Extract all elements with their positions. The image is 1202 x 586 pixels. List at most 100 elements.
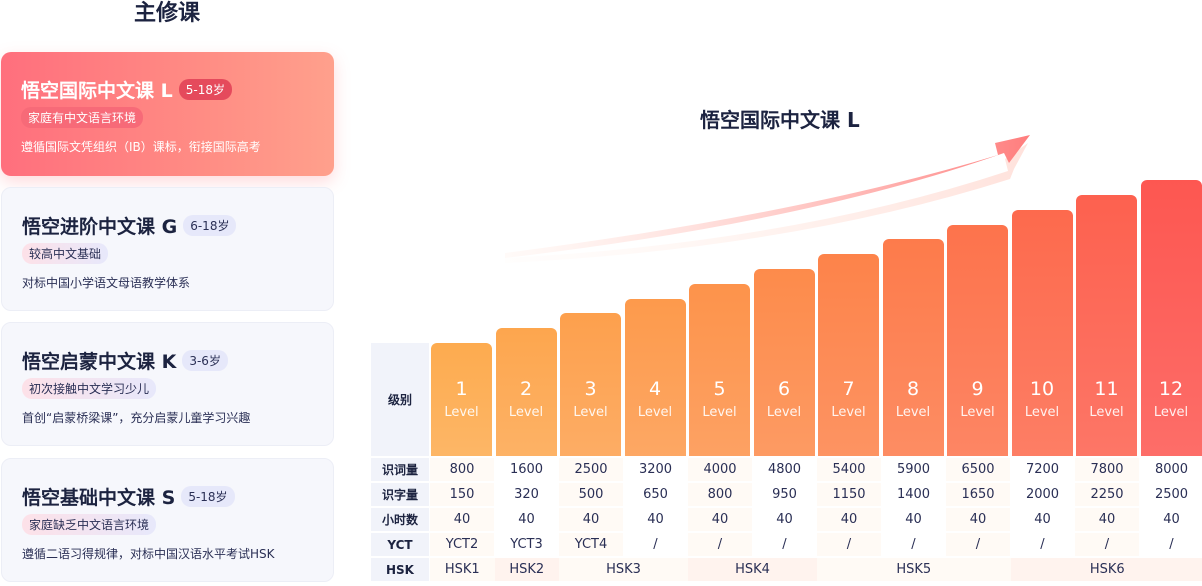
table-cell-hours: 40 xyxy=(559,508,623,531)
level-number: 3 xyxy=(584,377,597,400)
table-cell-hsk: HSK4 xyxy=(688,558,817,581)
row-header-hours: 小时数 xyxy=(371,508,429,531)
level-word: Level xyxy=(895,404,931,420)
table-cell-vocab: 800 xyxy=(430,458,494,481)
growth-arrow-icon xyxy=(505,135,1030,263)
table-cell-yct: / xyxy=(881,533,946,556)
level-number: 10 xyxy=(1029,377,1055,400)
course-card-l[interactable]: 悟空国际中文课 L 5-18岁 家庭有中文语言环境 遵循国际文凭组织（IB）课标… xyxy=(1,52,334,176)
level-step: 7 Level xyxy=(818,254,879,456)
table-cell-vocab: 6500 xyxy=(946,458,1010,481)
table-cell-hsk: HSK6 xyxy=(1010,558,1202,581)
table-cell-hours: 40 xyxy=(946,508,1010,531)
table-cell-vocab: 1600 xyxy=(494,458,559,481)
level-number: 6 xyxy=(777,378,791,400)
table-cell-chars: 500 xyxy=(559,483,623,506)
table-cell-vocab: 8000 xyxy=(1139,458,1202,481)
level-number: 7 xyxy=(842,377,855,400)
environment-tag: 家庭有中文语言环境 xyxy=(21,107,144,128)
table-cell-yct: / xyxy=(1010,533,1075,556)
row-header-vocab: 识词量 xyxy=(371,458,429,481)
age-badge: 5-18岁 xyxy=(181,486,235,507)
course-card-s[interactable]: 悟空基础中文课 S 5-18岁 家庭缺乏中文语言环境 遵循二语习得规律，对标中国… xyxy=(1,458,334,582)
level-word: Level xyxy=(508,404,544,420)
table-cell-vocab: 4800 xyxy=(752,458,817,481)
table-cell-hsk: HSK3 xyxy=(559,558,688,581)
table-cell-hours: 40 xyxy=(430,508,494,531)
table-cell-yct: YCT3 xyxy=(494,533,559,556)
level-number: 12 xyxy=(1158,377,1184,400)
level-word: Level xyxy=(1089,405,1124,420)
level-step: 12 Level xyxy=(1140,180,1202,456)
level-word: Level xyxy=(702,404,737,420)
table-cell-hsk: HSK1 xyxy=(430,558,495,581)
table-cell-chars: 2000 xyxy=(1010,483,1075,506)
table-cell-chars: 2250 xyxy=(1075,483,1139,506)
table-cell-chars: 2500 xyxy=(1139,483,1202,506)
table-cell-yct: / xyxy=(946,533,1010,556)
chart-title: 悟空国际中文课 L xyxy=(700,108,860,132)
table-cell-vocab: 2500 xyxy=(559,458,623,481)
course-description: 遵循二语习得规律，对标中国汉语水平考试HSK xyxy=(22,547,275,561)
level-word: Level xyxy=(960,404,995,420)
age-badge: 5-18岁 xyxy=(178,79,232,100)
level-word: Level xyxy=(831,404,866,420)
level-step: 9 Level xyxy=(947,224,1008,456)
level-number: 8 xyxy=(906,377,920,400)
level-number: 2 xyxy=(519,377,533,400)
level-step: 5 Level xyxy=(689,283,750,456)
level-word: Level xyxy=(766,405,802,420)
level-word: Level xyxy=(637,404,673,420)
table-cell-yct: / xyxy=(752,533,817,556)
level-step: 8 Level xyxy=(882,239,944,456)
course-description: 遵循国际文凭组织（IB）课标，衔接国际高考 xyxy=(21,140,261,154)
row-header-yct: YCT xyxy=(371,533,429,556)
level-step: 2 Level xyxy=(495,328,557,456)
course-description: 首创“启蒙桥梁课”，充分启蒙儿童学习兴趣 xyxy=(22,411,251,425)
table-cell-yct: YCT4 xyxy=(559,533,623,556)
level-word: Level xyxy=(444,405,479,420)
environment-tag: 家庭缺乏中文语言环境 xyxy=(22,514,157,535)
level-step: 3 Level xyxy=(560,313,621,456)
level-number: 5 xyxy=(713,377,726,400)
table-cell-hsk: HSK5 xyxy=(817,558,1011,581)
table-cell-chars: 1400 xyxy=(881,483,946,506)
table-cell-chars: 800 xyxy=(688,483,752,506)
course-card-k[interactable]: 悟空启蒙中文课 K 3-6岁 初次接触中文学习少儿 首创“启蒙桥梁课”，充分启蒙… xyxy=(1,322,334,446)
table-cell-hours: 40 xyxy=(623,508,688,531)
level-number: 9 xyxy=(971,377,984,400)
table-cell-chars: 320 xyxy=(494,483,559,506)
section-title: 主修课 xyxy=(133,1,200,26)
level-step: 11 Level xyxy=(1076,195,1137,456)
course-card-g[interactable]: 悟空进阶中文课 G 6-18岁 较高中文基础 对标中国小学语文母语教学体系 xyxy=(1,187,334,311)
row-header-chars: 识字量 xyxy=(371,483,429,506)
level-step: 4 Level xyxy=(624,298,686,456)
course-description: 对标中国小学语文母语教学体系 xyxy=(22,276,191,290)
level-step: 1 Level xyxy=(431,343,492,456)
table-cell-vocab: 7200 xyxy=(1010,458,1075,481)
age-badge: 6-18岁 xyxy=(183,215,237,236)
table-cell-yct: / xyxy=(817,533,881,556)
row-header-hsk: HSK xyxy=(371,558,429,581)
table-cell-hours: 40 xyxy=(494,508,559,531)
table-cell-chars: 150 xyxy=(430,483,494,506)
table-cell-chars: 650 xyxy=(623,483,688,506)
table-cell-chars: 1650 xyxy=(946,483,1010,506)
course-name: 悟空国际中文课 L xyxy=(21,80,173,102)
table-cell-yct: / xyxy=(1139,533,1202,556)
level-number: 4 xyxy=(648,377,662,400)
table-cell-vocab: 4000 xyxy=(688,458,752,481)
table-cell-hours: 40 xyxy=(688,508,752,531)
table-cell-yct: YCT2 xyxy=(430,533,494,556)
table-cell-hours: 40 xyxy=(1010,508,1075,531)
level-step: 6 Level xyxy=(753,269,815,456)
level-number: 11 xyxy=(1094,378,1119,400)
age-badge: 3-6岁 xyxy=(182,350,228,371)
environment-tag: 较高中文基础 xyxy=(22,243,109,264)
row-header-level: 级别 xyxy=(371,343,429,456)
table-cell-hours: 40 xyxy=(817,508,881,531)
level-word: Level xyxy=(573,404,608,420)
course-name: 悟空基础中文课 S xyxy=(22,487,176,509)
table-cell-chars: 950 xyxy=(752,483,817,506)
table-cell-vocab: 5900 xyxy=(881,458,946,481)
